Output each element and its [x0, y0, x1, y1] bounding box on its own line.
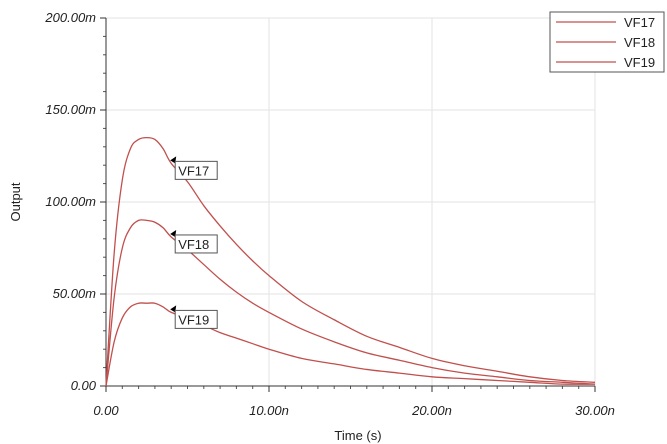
legend-label-vf17: VF17: [624, 15, 655, 30]
x-tick-label: 10.00n: [249, 403, 289, 418]
x-tick-label: 0.00: [93, 403, 119, 418]
y-tick-label: 100.00m: [45, 194, 96, 209]
y-tick-labels: 0.00 50.00m 100.00m 150.00m 200.00m: [44, 10, 96, 393]
series-lines: [105, 136, 596, 387]
y-tick-label: 0.00: [71, 378, 97, 393]
grid: [106, 17, 596, 386]
x-axis-title: Time (s): [334, 428, 381, 443]
x-tick-label: 30.00n: [575, 403, 615, 418]
legend: VF17 VF18 VF19: [549, 11, 665, 73]
callout-label-vf19: VF19: [178, 312, 209, 327]
series-callouts: VF17 VF18 VF19: [170, 156, 218, 329]
y-tick-label: 200.00m: [44, 10, 96, 25]
y-tick-label: 150.00m: [45, 102, 96, 117]
x-tick-labels: 0.00 10.00n 20.00n 30.00n: [93, 403, 615, 418]
legend-label-vf19: VF19: [624, 55, 655, 70]
series-line-vf17: [105, 136, 596, 387]
y-axis-title: Output: [8, 182, 23, 221]
series-line-vf19: [105, 302, 596, 387]
legend-label-vf18: VF18: [624, 35, 655, 50]
callout-box-vf18: [174, 234, 218, 254]
y-tick-label: 50.00m: [53, 286, 97, 301]
x-tick-label: 20.00n: [411, 403, 452, 418]
callout-label-vf17: VF17: [178, 163, 209, 178]
callout-box-vf19: [174, 309, 218, 329]
callout-box-vf17: [174, 160, 218, 180]
callout-label-vf18: VF18: [178, 237, 209, 252]
series-line-vf18: [105, 219, 596, 387]
